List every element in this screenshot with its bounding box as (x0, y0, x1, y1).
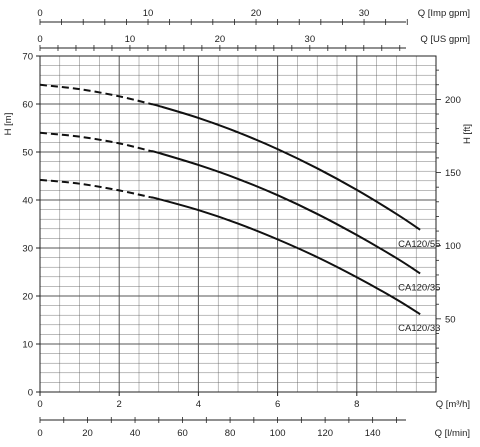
x-lpm-tick-label: 20 (82, 428, 93, 439)
x-usgpm-axis-label: Q [US gpm] (420, 34, 470, 45)
x-lpm-tick-label: 140 (365, 428, 381, 439)
x-lpm-tick-label: 0 (37, 428, 42, 439)
x-lpm-tick-label: 120 (317, 428, 333, 439)
grid-lines (40, 56, 436, 392)
x-impgpm-tick-label: 20 (251, 8, 262, 19)
curve-solid-segment (150, 150, 421, 275)
plot-frame (39, 55, 437, 393)
x-usgpm-tick-label: 0 (37, 34, 42, 45)
y-m-tick-label: 40 (22, 196, 33, 207)
y-ft-tick-label: 200 (445, 95, 461, 106)
x-usgpm-tick-label: 20 (215, 34, 226, 45)
y-m-tick-label: 0 (28, 388, 33, 399)
x-impgpm-tick-label: 0 (37, 8, 42, 19)
curve-dashed-segment (39, 178, 152, 199)
x-impgpm-axis-label: Q [Imp gpm] (418, 8, 470, 19)
y-m-tick-label: 20 (22, 292, 33, 303)
y-ft-tick-label: 150 (445, 168, 461, 179)
y-m-axis-label: H [m] (3, 113, 14, 136)
x-impgpm-tick-label: 30 (359, 8, 370, 19)
x-lpm-tick-label: 40 (130, 428, 141, 439)
y-ft-tick-label: 50 (445, 314, 456, 325)
x-m3h-axis-label: Q [m³/h] (436, 399, 470, 410)
x-lpm-tick-label: 60 (177, 428, 188, 439)
y-m-tick-label: 10 (22, 340, 33, 351)
y-m-tick-label: 70 (22, 52, 33, 63)
x-impgpm-tick-label: 10 (143, 8, 154, 19)
curve-solid-segment (150, 196, 421, 316)
y-m-tick-label: 30 (22, 244, 33, 255)
x-lpm-tick-label: 80 (225, 428, 236, 439)
y-ft-tick-label: 100 (445, 241, 461, 252)
y-ft-axis-label: H [ft] (462, 124, 473, 144)
curve-label: CA120/55 (398, 239, 440, 250)
curve-label: CA120/33 (398, 323, 440, 334)
x-lpm-axis-label: Q [l/min] (435, 428, 470, 439)
curve-dashed-segment (39, 131, 152, 153)
y-m-tick-label: 60 (22, 100, 33, 111)
x-m3h-tick-label: 0 (37, 399, 42, 410)
x-m3h-tick-label: 8 (354, 399, 359, 410)
x-lpm-tick-label: 100 (270, 428, 286, 439)
curve-solid-segment (150, 103, 421, 231)
pump-curves (39, 83, 421, 316)
curve-label: CA120/35 (398, 282, 440, 293)
x-usgpm-tick-label: 10 (125, 34, 136, 45)
x-m3h-tick-label: 4 (196, 399, 201, 410)
x-m3h-tick-label: 2 (117, 399, 122, 410)
x-usgpm-tick-label: 30 (305, 34, 316, 45)
y-m-tick-label: 50 (22, 148, 33, 159)
x-m3h-tick-label: 6 (275, 399, 280, 410)
curve-dashed-segment (39, 83, 152, 105)
